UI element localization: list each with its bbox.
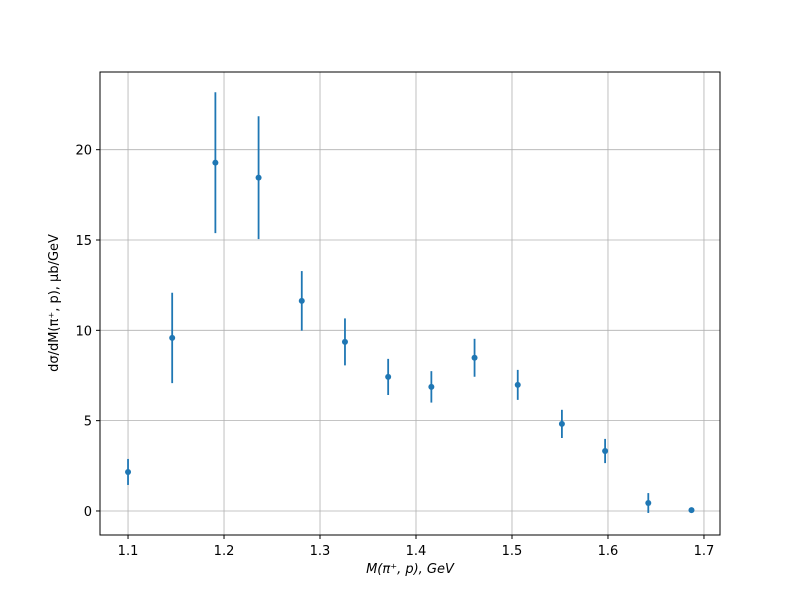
plot-frame xyxy=(99,71,721,536)
data-point xyxy=(385,373,392,380)
data-point xyxy=(471,354,478,361)
data-point xyxy=(602,447,609,454)
data-point xyxy=(169,334,176,341)
y-tick-label: 0 xyxy=(84,505,92,520)
data-point xyxy=(125,468,132,475)
x-axis-label: M(π⁺, p), GeV xyxy=(366,562,455,577)
x-tick-label: 1.4 xyxy=(406,544,427,559)
x-tick-label: 1.3 xyxy=(310,544,331,559)
data-point xyxy=(645,500,652,507)
data-point xyxy=(255,174,262,181)
x-tick-label: 1.1 xyxy=(118,544,139,559)
y-tick-label: 15 xyxy=(75,234,92,249)
data-point xyxy=(428,383,435,390)
data-point xyxy=(514,381,521,388)
data-point xyxy=(298,297,305,304)
x-tick-label: 1.7 xyxy=(694,544,715,559)
x-tick-label: 1.5 xyxy=(502,544,523,559)
data-point xyxy=(688,507,695,514)
x-tick-label: 1.2 xyxy=(214,544,235,559)
data-point xyxy=(341,338,348,345)
y-tick-label: 5 xyxy=(84,415,92,430)
y-axis-label: dσ/dM(π⁺, p), μb/GeV xyxy=(47,234,62,372)
y-tick-label: 20 xyxy=(75,144,92,159)
y-tick-label: 10 xyxy=(75,324,92,339)
x-tick-label: 1.6 xyxy=(598,544,619,559)
data-point xyxy=(558,420,565,427)
data-point xyxy=(212,159,219,166)
